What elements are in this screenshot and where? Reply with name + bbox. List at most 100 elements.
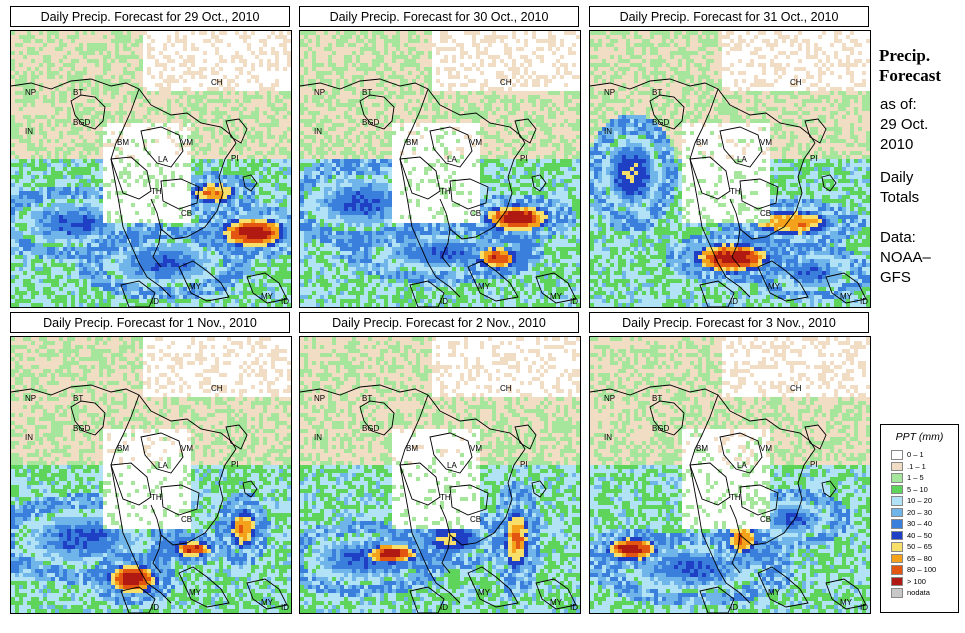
country-label: ID — [730, 603, 738, 612]
country-label: BM — [117, 444, 129, 453]
country-label: BGD — [73, 118, 91, 127]
as-of-line3: 2010 — [880, 135, 964, 155]
border-line — [804, 424, 827, 450]
forecast-panel-6: Daily Precip. Forecast for 3 Nov., 2010 … — [589, 312, 871, 614]
country-label: IN — [25, 433, 33, 442]
border-line — [225, 424, 248, 450]
border-line — [242, 174, 258, 192]
legend-entry: 0 – 1 — [891, 449, 936, 461]
country-label: IN — [25, 127, 33, 136]
legend-entry: 80 – 100 — [891, 564, 936, 576]
precip-map: NP BT CH IN BGD BM VM LA TH PI CB MY ID MY ID — [299, 30, 581, 308]
border-line — [429, 432, 473, 474]
border-line — [729, 410, 816, 450]
country-label: BGD — [73, 424, 91, 433]
border-line — [160, 484, 200, 516]
border-line — [225, 118, 248, 144]
legend-entry: .1 – 1 — [891, 461, 936, 473]
legend-label: 80 – 100 — [907, 565, 936, 574]
border-line — [449, 484, 489, 516]
country-label: BT — [362, 88, 372, 97]
legend-rows: 0 – 1 .1 – 1 1 – 5 5 – 10 10 – 20 20 – 30 30 –… — [891, 449, 936, 599]
country-label: LA — [737, 461, 747, 470]
border-line — [590, 78, 731, 106]
border-line — [110, 462, 152, 506]
legend-swatch — [891, 553, 903, 563]
border-line — [399, 88, 461, 298]
country-label: PI — [810, 154, 818, 163]
legend-label: nodata — [907, 588, 930, 597]
legend-swatch — [891, 461, 903, 471]
country-label: BGD — [362, 118, 380, 127]
data-line3: GFS — [880, 268, 964, 288]
country-label: NP — [604, 88, 615, 97]
country-label: ID — [151, 297, 159, 306]
border-line — [699, 586, 735, 613]
panel-title: Daily Precip. Forecast for 29 Oct., 2010 — [10, 6, 290, 27]
forecast-panel-5: Daily Precip. Forecast for 2 Nov., 2010 … — [299, 312, 581, 614]
border-line — [120, 280, 156, 307]
country-label: MY — [261, 292, 274, 301]
border-line — [439, 448, 526, 546]
border-line — [467, 260, 519, 302]
legend-label: .1 – 1 — [907, 462, 926, 471]
country-label: VM — [470, 138, 482, 147]
country-label: TH — [440, 187, 451, 196]
country-label: IN — [314, 127, 322, 136]
country-label: PI — [520, 154, 528, 163]
border-line — [531, 480, 547, 498]
legend-swatch — [891, 565, 903, 575]
country-label: MY — [550, 598, 563, 607]
legend-swatch — [891, 519, 903, 529]
legend-entry: 20 – 30 — [891, 507, 936, 519]
country-label: ID — [730, 297, 738, 306]
data-source-text: Data: NOAA– GFS — [880, 228, 964, 288]
country-label: BM — [696, 444, 708, 453]
precip-map: NP BT CH IN BGD BM VM LA TH PI CB MY ID MY ID — [589, 336, 871, 614]
map-canvas: NP BT CH IN BGD BM VM LA TH PI CB MY ID MY ID — [590, 337, 870, 613]
legend-label: 5 – 10 — [907, 485, 928, 494]
country-label: LA — [447, 461, 457, 470]
border-line — [178, 566, 230, 608]
border-line — [689, 88, 751, 298]
country-label: CB — [181, 515, 192, 524]
precip-map: NP BT CH IN BGD BM VM LA TH PI CB MY ID MY ID — [589, 30, 871, 308]
border-line — [719, 432, 763, 474]
country-label: TH — [151, 187, 162, 196]
border-line — [729, 448, 816, 546]
border-line — [825, 272, 867, 304]
border-line — [649, 94, 685, 130]
panel-title: Daily Precip. Forecast for 31 Oct., 2010 — [589, 6, 869, 27]
country-label: ID — [440, 603, 448, 612]
country-label: LA — [447, 155, 457, 164]
legend-label: 10 – 20 — [907, 496, 932, 505]
country-label: ID — [860, 297, 868, 306]
country-label: MY — [840, 292, 853, 301]
border-line — [449, 178, 489, 210]
country-label: NP — [604, 394, 615, 403]
country-label: BGD — [362, 424, 380, 433]
legend-entry: 1 – 5 — [891, 472, 936, 484]
legend-swatch — [891, 588, 903, 598]
country-label: BGD — [652, 118, 670, 127]
border-line — [110, 394, 172, 604]
country-label: MY — [840, 598, 853, 607]
border-line — [359, 400, 395, 436]
border-line — [150, 142, 237, 240]
border-line — [110, 156, 152, 200]
legend-swatch — [891, 542, 903, 552]
country-label: CB — [760, 209, 771, 218]
border-line — [359, 94, 395, 130]
border-line — [300, 78, 441, 106]
border-line — [140, 432, 184, 474]
border-line — [11, 384, 152, 412]
border-line — [152, 534, 162, 574]
country-label: ID — [860, 603, 868, 612]
border-line — [729, 142, 816, 240]
country-label: CB — [181, 209, 192, 218]
country-label: NP — [25, 88, 36, 97]
country-label: CB — [760, 515, 771, 524]
country-label: BM — [406, 138, 418, 147]
legend-entry: 65 – 80 — [891, 553, 936, 565]
country-label: CH — [211, 384, 223, 393]
